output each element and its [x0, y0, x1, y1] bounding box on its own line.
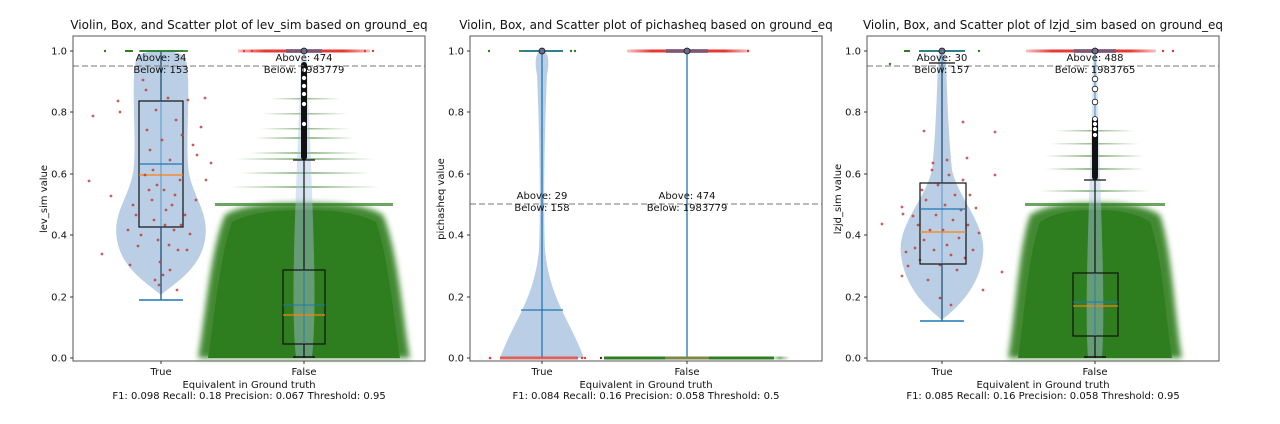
panel-pichasheq: Violin, Box, and Scatter plot of pichash… [436, 18, 833, 402]
true-scatter-points [87, 78, 213, 292]
y-axis-label: lzjd_sim value [833, 164, 844, 234]
svg-text:0.8: 0.8 [845, 108, 861, 119]
axes-frame [866, 35, 1220, 362]
metrics-line: F1: 0.084 Recall: 0.16 Precision: 0.058 … [512, 391, 779, 402]
svg-text:True: True [149, 367, 171, 378]
svg-text:0.2: 0.2 [448, 293, 464, 304]
panel-lzjd-sim: Violin, Box, and Scatter plot of lzjd_si… [833, 18, 1223, 402]
svg-text:1.0: 1.0 [845, 47, 861, 58]
svg-text:0.4: 0.4 [845, 231, 861, 242]
axes-frame [72, 35, 426, 362]
annotation-above-true: Above: 34 [136, 53, 187, 64]
svg-text:False: False [291, 367, 316, 378]
metrics-line: F1: 0.085 Recall: 0.16 Precision: 0.058 … [906, 391, 1179, 402]
svg-text:1.0: 1.0 [51, 47, 67, 58]
annotation-above-false: Above: 488 [1066, 53, 1123, 64]
svg-text:0.4: 0.4 [448, 231, 464, 242]
panel-lev-sim: Violin, Box, and Scatter plot of lev_sim… [39, 18, 428, 402]
annotation-below-false: Below: 1983779 [264, 65, 345, 76]
annotation-below-true: Below: 153 [133, 65, 188, 76]
chart-title: Violin, Box, and Scatter plot of pichash… [459, 18, 833, 32]
bottom-scatter-row [488, 356, 790, 360]
chart-title: Violin, Box, and Scatter plot of lev_sim… [70, 18, 427, 32]
axes-frame [469, 35, 823, 362]
annotation-below-false: Below: 1983765 [1055, 65, 1136, 76]
x-axis-label: Equivalent in Ground truth [182, 380, 315, 391]
svg-text:0.8: 0.8 [448, 108, 464, 119]
svg-text:1.0: 1.0 [448, 47, 464, 58]
svg-text:0.6: 0.6 [448, 170, 464, 181]
annotation-below-true: Below: 158 [514, 203, 569, 214]
annotation-above-false: Above: 474 [658, 191, 715, 202]
top-scatter-row [103, 47, 375, 55]
y-axis: 0.0 0.2 0.4 0.6 0.8 1.0 [845, 47, 867, 365]
true-scatter-points [880, 120, 1004, 307]
y-axis-label: lev_sim value [39, 165, 50, 233]
y-axis: 0.0 0.2 0.4 0.6 0.8 1.0 [448, 47, 470, 365]
y-axis: 0.0 0.2 0.4 0.6 0.8 1.0 [51, 47, 73, 365]
box-false [282, 62, 326, 358]
top-scatter-row [888, 47, 1175, 66]
svg-text:False: False [674, 367, 699, 378]
svg-text:0.6: 0.6 [51, 170, 67, 181]
svg-text:0.8: 0.8 [51, 108, 67, 119]
annotation-above-true: Above: 30 [917, 53, 968, 64]
box-true [919, 51, 967, 322]
x-axis: True False [930, 361, 1108, 378]
svg-text:False: False [1082, 367, 1107, 378]
svg-text:True: True [930, 367, 952, 378]
annotation-below-true: Below: 157 [914, 65, 969, 76]
annotation-below-false: Below: 1983779 [647, 203, 728, 214]
svg-text:0.0: 0.0 [51, 354, 67, 365]
y-axis-label: pichasheq value [436, 158, 447, 240]
box-false [1072, 51, 1119, 358]
annotation-above-true: Above: 29 [517, 191, 568, 202]
svg-text:0.2: 0.2 [51, 293, 67, 304]
svg-text:0.4: 0.4 [51, 231, 67, 242]
chart-title: Violin, Box, and Scatter plot of lzjd_si… [863, 18, 1223, 32]
svg-text:True: True [530, 367, 552, 378]
x-axis: True False [149, 361, 317, 378]
top-scatter-row [487, 47, 750, 55]
annotation-above-false: Above: 474 [275, 53, 332, 64]
svg-text:0.0: 0.0 [845, 354, 861, 365]
x-axis-label: Equivalent in Ground truth [579, 380, 712, 391]
x-axis-label: Equivalent in Ground truth [976, 380, 1109, 391]
x-axis: True False [530, 361, 700, 378]
svg-text:0.0: 0.0 [448, 354, 464, 365]
svg-text:0.2: 0.2 [845, 293, 861, 304]
metrics-line: F1: 0.098 Recall: 0.18 Precision: 0.067 … [112, 391, 385, 402]
svg-text:0.6: 0.6 [845, 170, 861, 181]
